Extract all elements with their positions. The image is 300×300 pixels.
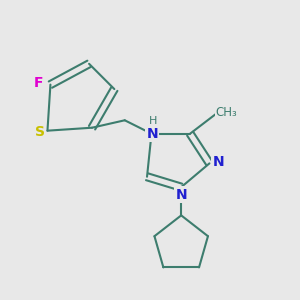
Text: S: S [35,125,45,139]
Text: CH₃: CH₃ [216,106,238,119]
Text: N: N [176,188,187,202]
Text: N: N [147,127,158,141]
Text: F: F [34,76,43,90]
Text: H: H [149,116,157,126]
Text: N: N [212,155,224,169]
